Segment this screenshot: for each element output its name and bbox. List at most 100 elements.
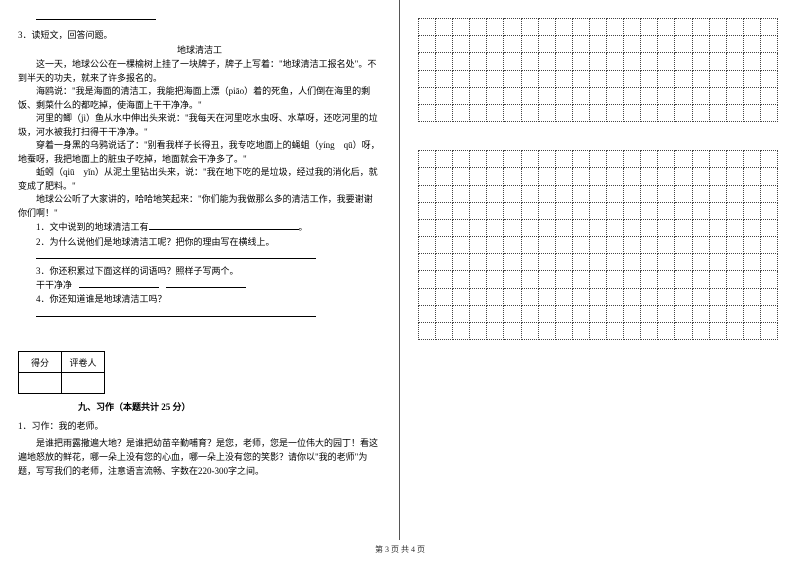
grid-cell: [641, 36, 658, 53]
grid-cell: [521, 53, 538, 70]
grid-cell: [555, 202, 572, 219]
grid-cell: [624, 19, 641, 36]
grid-cell: [760, 202, 777, 219]
page: 3．读短文，回答问题。 地球清洁工 这一天，地球公公在一棵榆树上挂了一块牌子，牌…: [0, 0, 800, 540]
grid-cell: [504, 288, 521, 305]
grid-cell: [607, 168, 624, 185]
grid-cell: [436, 87, 453, 104]
grid-cell: [709, 151, 726, 168]
grid-cell: [641, 87, 658, 104]
grid-cell: [487, 104, 504, 121]
grid-cell: [470, 271, 487, 288]
grid-cell: [453, 305, 470, 322]
grid-cell: [538, 219, 555, 236]
grid-cell: [658, 151, 675, 168]
grid-cell: [419, 271, 436, 288]
grid-cell: [555, 104, 572, 121]
grid-cell: [726, 168, 743, 185]
grid-cell: [624, 53, 641, 70]
grid-cell: [692, 104, 709, 121]
grid-cell: [607, 288, 624, 305]
grid-cell: [419, 70, 436, 87]
grid-cell: [760, 288, 777, 305]
grid-cell: [726, 53, 743, 70]
grid-cell: [624, 323, 641, 340]
grid-cell: [641, 70, 658, 87]
grid-cell: [419, 254, 436, 271]
grid-cell: [743, 237, 760, 254]
grid-cell: [709, 323, 726, 340]
grid-cell: [658, 202, 675, 219]
grid-cell: [589, 323, 606, 340]
grid-cell: [743, 288, 760, 305]
sub-question-3: 3．你还积累过下面这样的词语吗？照样子写两个。: [36, 264, 381, 278]
grid-cell: [607, 104, 624, 121]
grid-cell: [658, 185, 675, 202]
grid-cell: [470, 323, 487, 340]
grid-cell: [470, 219, 487, 236]
grid-cell: [675, 305, 692, 322]
grid-cell: [624, 104, 641, 121]
grid-cell: [436, 288, 453, 305]
grid-cell: [743, 219, 760, 236]
grid-cell: [436, 323, 453, 340]
grid-cell: [470, 70, 487, 87]
grid-cell: [624, 87, 641, 104]
grid-cell: [675, 36, 692, 53]
grid-cell: [743, 305, 760, 322]
grid-cell: [641, 19, 658, 36]
grid-cell: [709, 237, 726, 254]
blank-line: [36, 307, 316, 317]
grid-cell: [555, 53, 572, 70]
grid-cell: [760, 185, 777, 202]
grid-cell: [504, 305, 521, 322]
grid-cell: [641, 271, 658, 288]
grid-cell: [521, 185, 538, 202]
grid-cell: [470, 151, 487, 168]
grid-cell: [607, 151, 624, 168]
grid-cell: [675, 185, 692, 202]
grid-cell: [487, 254, 504, 271]
grid-cell: [760, 168, 777, 185]
grid-cell: [760, 219, 777, 236]
grid-cell: [436, 271, 453, 288]
grid-cell: [624, 305, 641, 322]
grid-cell: [760, 254, 777, 271]
grid-cell: [521, 288, 538, 305]
grid-cell: [641, 305, 658, 322]
grid-cell: [572, 70, 589, 87]
grid-cell: [709, 202, 726, 219]
grid-cell: [521, 87, 538, 104]
grid-cell: [504, 36, 521, 53]
grid-cell: [641, 53, 658, 70]
grid-cell: [419, 53, 436, 70]
grid-cell: [453, 185, 470, 202]
grid-cell: [453, 323, 470, 340]
grid-cell: [453, 202, 470, 219]
grid-cell: [658, 70, 675, 87]
grid-cell: [538, 104, 555, 121]
grid-cell: [760, 104, 777, 121]
grid-cell: [453, 219, 470, 236]
grid-cell: [521, 104, 538, 121]
grid-cell: [726, 104, 743, 121]
grid-cell: [419, 36, 436, 53]
section-title: 九、习作（本题共计 25 分）: [78, 400, 381, 413]
grid-cell: [419, 168, 436, 185]
grid-cell: [607, 237, 624, 254]
grid-cell: [555, 254, 572, 271]
grid-cell: [624, 271, 641, 288]
grid-cell: [709, 305, 726, 322]
grid-cell: [607, 202, 624, 219]
grid-cell: [555, 271, 572, 288]
grid-cell: [675, 254, 692, 271]
grid-cell: [470, 305, 487, 322]
grid-cell: [743, 70, 760, 87]
grid-cell: [709, 219, 726, 236]
grid-cell: [538, 305, 555, 322]
grid-cell: [624, 70, 641, 87]
grid-cell: [692, 271, 709, 288]
grid-cell: [692, 323, 709, 340]
grid-cell: [521, 151, 538, 168]
grid-cell: [453, 53, 470, 70]
